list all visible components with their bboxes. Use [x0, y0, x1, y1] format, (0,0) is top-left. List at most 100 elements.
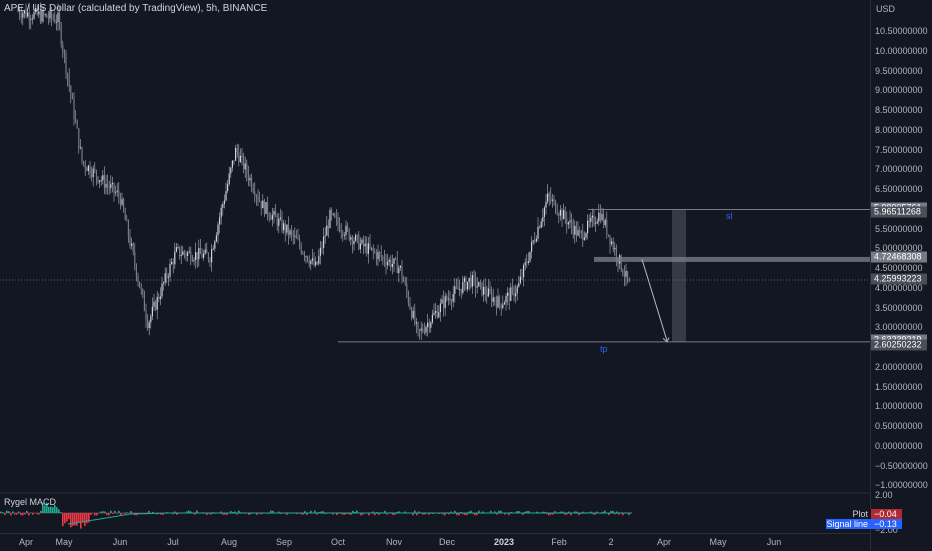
candle-body: [72, 95, 73, 99]
candle-body: [611, 241, 612, 244]
macd-histogram-bar: [86, 513, 88, 523]
price-tick-label: 3.50000000: [875, 303, 923, 313]
candle-body: [237, 148, 238, 152]
candle-body: [565, 210, 566, 218]
candle-body: [491, 292, 492, 302]
candle-body: [512, 287, 513, 288]
candle-body: [93, 169, 94, 178]
macd-histogram-bar: [76, 513, 78, 526]
candle-body: [502, 305, 503, 308]
candle-body: [357, 235, 358, 236]
candle-body: [217, 225, 218, 236]
candle-body: [289, 230, 290, 234]
candle-body: [245, 163, 246, 169]
candle-body: [120, 197, 121, 205]
macd-histogram-bar: [96, 513, 98, 515]
macd-histogram-bar: [10, 513, 12, 515]
risk-reward-box[interactable]: [672, 210, 686, 342]
candle-body: [265, 202, 266, 214]
candle-body: [286, 225, 287, 233]
candle-body: [576, 226, 577, 236]
candle-body: [241, 156, 242, 157]
time-tick-label: Sep: [276, 537, 292, 547]
candle-body: [273, 211, 274, 215]
candle-body: [536, 239, 537, 242]
price-tick-label: 8.00000000: [875, 125, 923, 135]
candle-body: [563, 210, 564, 219]
candle-body: [385, 262, 386, 266]
candle-body: [283, 223, 284, 230]
candle-body: [269, 214, 270, 217]
candle-body: [398, 268, 399, 273]
macd-histogram-bar: [48, 507, 50, 513]
candle-body: [227, 184, 228, 191]
price-tick-label: 1.00000000: [875, 401, 923, 411]
candle-body: [261, 201, 262, 208]
candle-body: [454, 286, 455, 294]
candle-body: [328, 226, 329, 229]
candle-body: [437, 311, 438, 317]
candle-body: [529, 252, 530, 262]
candle-body: [185, 254, 186, 256]
candle-body: [110, 184, 111, 188]
candle-body: [390, 260, 391, 267]
candle-body: [409, 303, 410, 309]
candle-body: [582, 232, 583, 240]
candle-body: [374, 251, 375, 252]
price-chart[interactable]: [0, 0, 870, 533]
candle-body: [267, 202, 268, 214]
candle-body: [56, 22, 57, 23]
candle-body: [550, 196, 551, 200]
candle-body: [440, 303, 441, 312]
projection-arrow[interactable]: [642, 259, 667, 340]
macd-histogram-bar: [18, 512, 20, 513]
candle-body: [347, 226, 348, 229]
entry-zone[interactable]: [594, 257, 870, 262]
candle-body: [171, 262, 172, 264]
candle-body: [280, 218, 281, 219]
macd-histogram-bar: [70, 513, 72, 527]
candle-body: [533, 240, 534, 242]
candle-body: [629, 279, 630, 281]
candle-body: [392, 264, 393, 267]
candle-body: [293, 233, 294, 237]
candle-body: [208, 253, 209, 259]
macd-histogram-bar: [114, 511, 116, 513]
candle-body: [360, 243, 361, 249]
candle-body: [219, 217, 220, 224]
candle-body: [400, 266, 401, 268]
macd-histogram-bar: [38, 513, 40, 515]
candle-body: [427, 323, 428, 327]
candle-body: [243, 156, 244, 170]
candle-body: [472, 275, 473, 287]
candle-body: [417, 322, 418, 329]
candle-body: [553, 200, 554, 201]
price-tick-label: 10.00000000: [875, 46, 928, 56]
macd-histogram-bar: [94, 513, 96, 515]
candle-body: [77, 121, 78, 128]
candle-body: [382, 257, 383, 258]
candle-body: [113, 183, 114, 192]
candle-body: [494, 298, 495, 302]
candle-body: [152, 307, 153, 317]
candle-body: [158, 297, 159, 299]
macd-histogram-bar: [110, 511, 112, 513]
candle-body: [504, 303, 505, 305]
candle-body: [477, 287, 478, 288]
candle-body: [221, 208, 222, 217]
candle-body: [481, 282, 482, 295]
time-tick-label: Jun: [767, 537, 782, 547]
candle-body: [457, 287, 458, 290]
candle-body: [147, 319, 148, 328]
candle-body: [238, 152, 239, 162]
candle-body: [525, 262, 526, 265]
candle-body: [451, 301, 452, 302]
candle-body: [248, 174, 249, 181]
stop-loss-label: sl: [726, 211, 733, 221]
macd-histogram-bar: [68, 513, 70, 519]
candle-body: [126, 220, 127, 221]
candle-body: [94, 169, 95, 171]
price-tag: 4.72468308: [871, 252, 927, 263]
